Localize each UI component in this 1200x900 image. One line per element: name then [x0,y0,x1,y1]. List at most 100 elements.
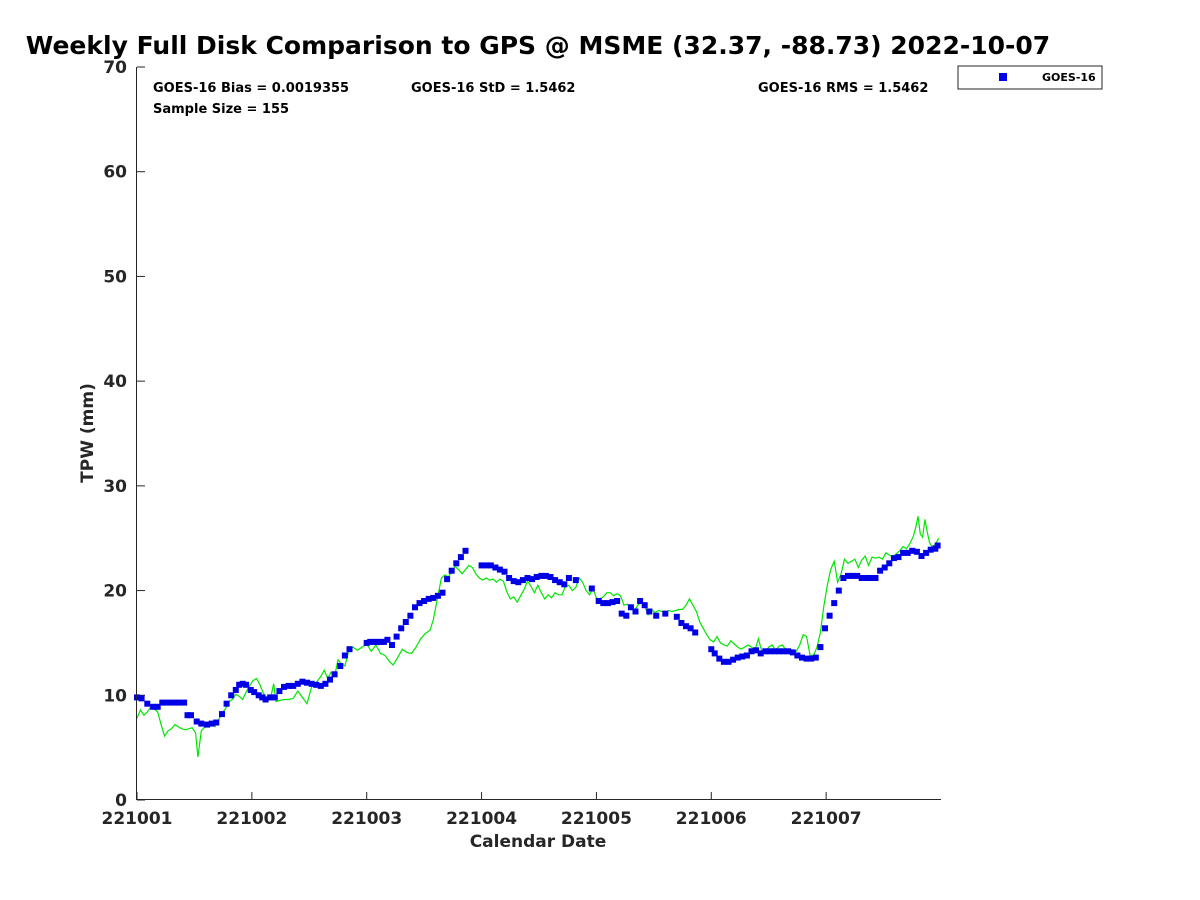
data-point-goes16 [877,567,884,574]
data-point-goes16 [757,650,764,657]
data-point-goes16 [641,602,648,609]
data-point-goes16 [184,712,191,719]
data-point-goes16 [817,644,824,651]
data-point-goes16 [276,688,283,695]
data-point-goes16 [637,598,644,604]
y-axis: 0 10 20 30 40 50 60 70 [103,58,145,811]
data-point-goes16 [673,613,680,620]
data-point-goes16 [863,575,870,581]
data-point-goes16 [913,548,920,555]
data-point-goes16 [552,577,559,584]
data-point-goes16 [251,689,258,696]
data-point-goes16 [416,600,423,607]
bias-stat: GOES-16 Bias = 0.0019355 [153,81,349,96]
chart-title: Weekly Full Disk Comparison to GPS @ MSM… [26,31,1050,60]
data-point-goes16 [243,681,250,688]
data-point-goes16 [766,648,773,655]
data-point-goes16 [609,599,616,606]
data-point-goes16 [255,692,262,699]
data-point-goes16 [538,572,545,579]
data-point-goes16 [247,687,254,693]
data-point-goes16 [845,572,851,579]
data-point-goes16 [398,625,405,632]
data-point-goes16 [725,658,732,665]
legend-marker-goes16 [999,73,1007,81]
x-tick-label: 221005 [561,809,632,829]
data-point-goes16 [600,600,607,607]
data-point-goes16 [927,546,934,553]
data-point-goes16 [322,680,329,687]
data-point-goes16 [934,542,941,549]
x-tick-label: 221003 [331,809,402,829]
data-point-goes16 [872,575,879,581]
data-point-goes16 [687,625,694,632]
data-point-goes16 [389,642,395,648]
x-axis-label: Calendar Date [470,832,607,852]
data-point-goes16 [193,718,200,725]
y-axis-label: TPW (mm) [78,383,98,483]
data-point-goes16 [154,703,161,710]
data-point-goes16 [213,719,220,726]
data-point-goes16 [623,612,630,619]
plot-frame-bottom [136,799,941,800]
data-point-goes16 [556,579,563,586]
data-point-goes16 [407,612,414,619]
data-point-goes16 [363,639,370,646]
data-point-goes16 [762,648,769,655]
data-point-goes16 [317,682,324,689]
data-point-goes16 [835,587,842,594]
data-point-goes16 [904,549,911,556]
data-point-goes16 [367,638,374,645]
x-tick-label: 221001 [102,809,173,829]
rms-stat: GOES-16 RMS = 1.5462 [758,81,928,96]
x-tick-label: 221004 [446,809,517,829]
data-point-goes16 [840,575,847,581]
plot-series [134,516,941,758]
data-point-goes16 [402,619,409,625]
data-point-goes16 [803,655,810,662]
data-point-goes16 [204,721,211,728]
legend: GOES-16 [957,65,1103,90]
data-point-goes16 [165,699,171,706]
data-point-goes16 [430,594,437,601]
data-point-goes16 [308,680,315,687]
x-axis: 221001 221002 221003 221004 221005 221006 2210… [102,792,862,829]
data-point-goes16 [632,608,639,615]
data-point-goes16 [627,604,634,611]
data-point-goes16 [515,579,522,586]
data-point-goes16 [393,633,400,640]
data-point-goes16 [720,658,727,665]
data-point-goes16 [421,598,428,604]
data-point-goes16 [542,572,549,579]
data-point-goes16 [299,678,306,685]
data-point-goes16 [618,610,625,617]
data-point-goes16 [932,545,939,552]
y-tick-label: 50 [103,267,127,287]
data-point-goes16 [711,650,718,657]
series-line-gps [136,516,940,758]
data-point-goes16 [198,720,205,727]
data-point-goes16 [822,625,828,632]
data-point-goes16 [743,652,750,659]
data-point-goes16 [267,694,274,701]
data-point-goes16 [294,680,301,687]
data-point-goes16 [219,711,225,718]
data-point-goes16 [776,648,783,655]
data-point-goes16 [653,612,660,619]
data-point-goes16 [895,554,902,561]
data-point-goes16 [232,687,239,693]
data-point-goes16 [595,598,602,604]
data-point-goes16 [259,694,266,701]
data-point-goes16 [434,592,441,599]
data-point-goes16 [529,576,536,583]
std-stat: GOES-16 StD = 1.5462 [411,81,575,96]
data-point-goes16 [588,585,595,592]
data-point-goes16 [304,679,310,686]
series-goes16 [134,542,941,728]
sample-size-stat: Sample Size = 155 [153,102,289,117]
data-point-goes16 [561,581,568,588]
data-point-goes16 [614,598,621,604]
data-point-goes16 [519,577,526,584]
data-point-goes16 [457,554,464,561]
data-point-goes16 [854,572,861,579]
